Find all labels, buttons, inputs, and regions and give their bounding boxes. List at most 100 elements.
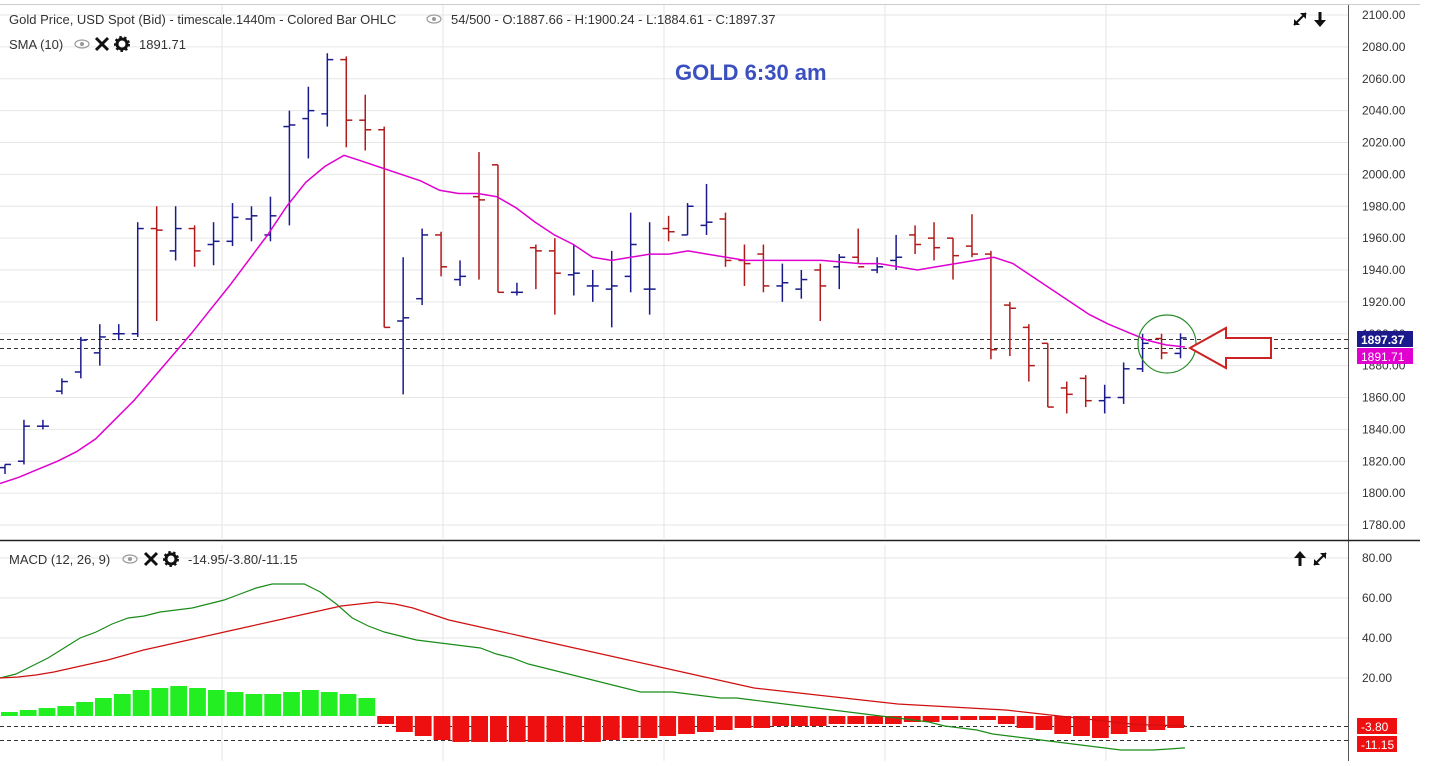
price-tick-label: 1940.00	[1362, 263, 1406, 277]
price-tick-label: 1980.00	[1362, 199, 1406, 213]
price-grid	[0, 5, 1348, 540]
ohlc-bar	[928, 222, 941, 261]
ohlc-bar	[700, 183, 713, 235]
macd-histogram-bar	[828, 716, 846, 724]
macd-histogram-bar	[76, 702, 93, 716]
macd-histogram	[1, 686, 1184, 742]
macd-histogram-bar	[640, 716, 658, 738]
macd-label: MACD (12, 26, 9)	[9, 552, 110, 567]
macd-tag-bg	[1357, 736, 1397, 752]
macd-tag: -11.15	[1361, 738, 1394, 752]
macd-tick-label: 40.00	[1362, 631, 1392, 645]
macd-gear-icon[interactable]	[163, 551, 179, 567]
ohlc-bar	[359, 94, 372, 151]
ohlc-bar	[1041, 342, 1054, 408]
ohlc-bar	[131, 222, 144, 337]
macd-histogram-bar	[1, 712, 18, 716]
price-tick-label: 1920.00	[1362, 295, 1406, 309]
ohlc-bar	[435, 231, 448, 277]
ohlc-bar	[55, 378, 68, 395]
macd-eye-icon[interactable]	[122, 554, 138, 564]
ohlc-bar	[1155, 333, 1168, 360]
ohlc-bar	[586, 270, 599, 302]
ohlc-bar	[529, 244, 542, 290]
macd-histogram-bar	[1035, 716, 1053, 730]
macd-histogram-bar	[113, 694, 131, 716]
ohlc-bar	[681, 203, 694, 236]
macd-histogram-bar	[621, 716, 639, 738]
macd-histogram-bar	[207, 690, 225, 716]
macd-histogram-bar	[922, 716, 940, 722]
ohlc-bar	[965, 214, 978, 258]
ohlc-bar	[510, 282, 523, 296]
macd-histogram-bar	[433, 716, 451, 740]
ohlc-bar	[852, 228, 865, 268]
macd-histogram-bar	[226, 692, 244, 716]
macd-tick-label: 60.00	[1362, 591, 1392, 605]
price-tick-label: 1780.00	[1362, 518, 1406, 532]
ohlc-bar	[340, 56, 353, 148]
ohlc-bar	[605, 250, 618, 328]
ohlc-bar	[150, 206, 163, 321]
sma-line	[0, 154, 1186, 485]
signal-line	[0, 601, 1186, 727]
ohlc-bar	[1117, 362, 1130, 404]
ohlc-bar	[1060, 381, 1073, 414]
macd-tick-label: 20.00	[1362, 671, 1392, 685]
macd-histogram-bar	[452, 716, 470, 742]
ohlc-bar	[567, 244, 580, 296]
ohlc-bar	[416, 228, 429, 306]
ohlc-bar	[719, 212, 732, 267]
ohlc-bar	[321, 53, 334, 127]
macd-histogram-bar	[659, 716, 677, 736]
price-axis: 2100.00 2080.00 2060.00 2040.00 2020.00 2000.…	[1362, 8, 1406, 532]
sma-eye-icon[interactable]	[74, 39, 90, 49]
ohlc-bar	[74, 336, 87, 379]
sma-label: SMA (10)	[9, 37, 63, 52]
macd-histogram-bar	[847, 716, 865, 724]
expand-icon[interactable]	[1293, 12, 1307, 26]
ohlc-bar	[643, 222, 656, 315]
ohlc-bar	[207, 222, 220, 266]
macd-histogram-bar	[772, 716, 789, 726]
macd-tick-label: 80.00	[1362, 551, 1392, 565]
ohlc-bar	[662, 215, 675, 242]
price-tick-label: 2100.00	[1362, 8, 1406, 22]
bars-info: 54/500 - O:1887.66 - H:1900.24 - L:1884.…	[451, 12, 776, 27]
ohlc-bar	[169, 206, 182, 261]
sma-close-icon[interactable]	[94, 36, 110, 52]
sma-gear-icon[interactable]	[114, 36, 130, 52]
price-tick-label: 2060.00	[1362, 72, 1406, 86]
macd-histogram-bar	[753, 716, 771, 728]
ohlc-bar	[1022, 324, 1035, 382]
macd-expand-icon[interactable]	[1313, 552, 1327, 566]
price-tick-label: 1960.00	[1362, 231, 1406, 245]
ohlc-bar	[0, 463, 11, 474]
macd-histogram-bar	[170, 686, 188, 716]
ohlc-bar	[890, 234, 903, 270]
move-down-icon[interactable]	[1314, 12, 1326, 27]
macd-histogram-bar	[1167, 716, 1184, 728]
chart-annotation: GOLD 6:30 am	[675, 60, 827, 85]
price-tick-label: 2000.00	[1362, 167, 1406, 181]
macd-histogram-bar	[358, 698, 376, 716]
ohlc-bar	[93, 324, 106, 366]
instrument-eye-icon[interactable]	[426, 14, 442, 24]
move-up-icon[interactable]	[1294, 551, 1306, 566]
macd-histogram-bar	[979, 716, 996, 720]
ohlc-bar	[624, 212, 637, 293]
macd-histogram-bar	[602, 716, 620, 740]
macd-histogram-bar	[809, 716, 827, 726]
ohlc-bar	[1098, 384, 1111, 414]
macd-histogram-bar	[527, 716, 545, 742]
macd-line	[0, 583, 1186, 751]
ohlc-bar	[283, 110, 296, 226]
price-tick-label: 1860.00	[1362, 391, 1406, 405]
macd-values: -14.95/-3.80/-11.15	[188, 552, 298, 567]
macd-close-icon[interactable]	[143, 551, 159, 567]
macd-signal-tag: -3.80	[1361, 720, 1389, 734]
macd-histogram-bar	[414, 716, 432, 736]
macd-histogram-bar	[866, 716, 883, 724]
